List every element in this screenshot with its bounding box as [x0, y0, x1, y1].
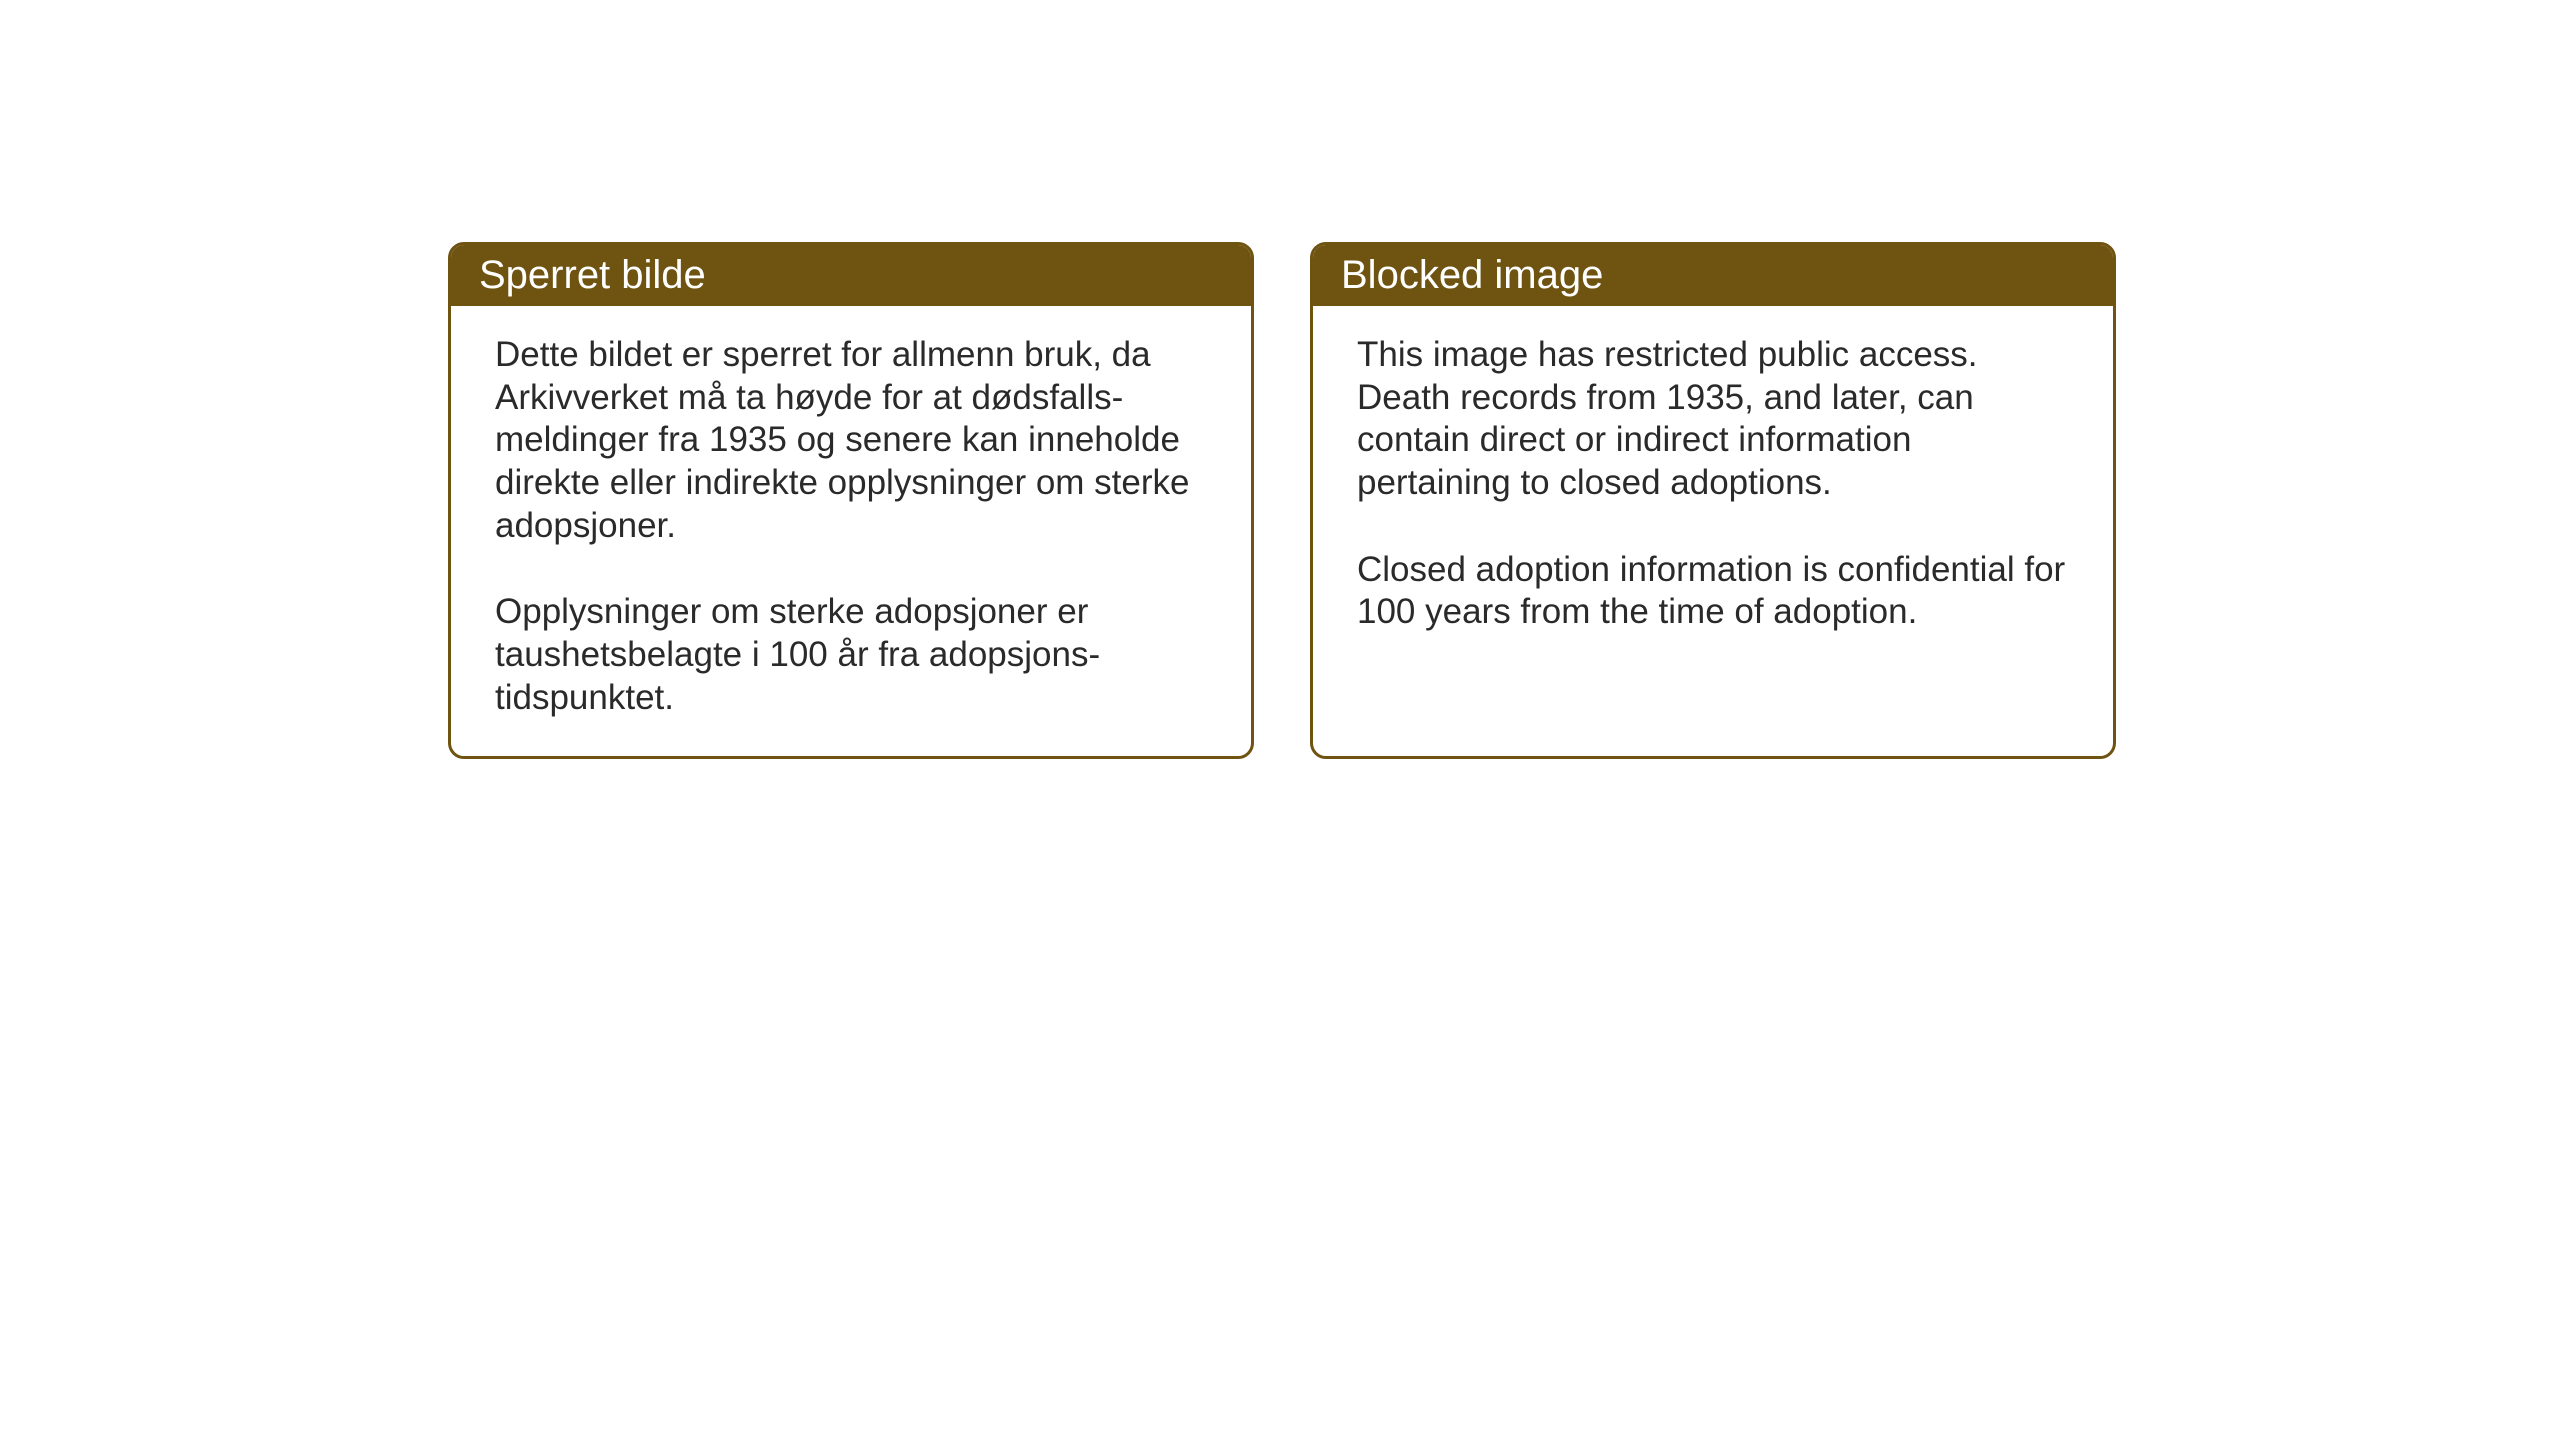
notice-paragraph-1-norwegian: Dette bildet er sperret for allmenn bruk… [495, 334, 1207, 547]
notice-header-english: Blocked image [1313, 245, 2113, 306]
notices-container: Sperret bilde Dette bildet er sperret fo… [448, 242, 2116, 759]
notice-paragraph-2-norwegian: Opplysninger om sterke adopsjoner er tau… [495, 591, 1207, 719]
notice-title-norwegian: Sperret bilde [479, 253, 706, 297]
notice-body-english: This image has restricted public access.… [1313, 306, 2113, 670]
notice-box-norwegian: Sperret bilde Dette bildet er sperret fo… [448, 242, 1254, 759]
notice-box-english: Blocked image This image has restricted … [1310, 242, 2116, 759]
notice-paragraph-1-english: This image has restricted public access.… [1357, 334, 2069, 505]
notice-header-norwegian: Sperret bilde [451, 245, 1251, 306]
notice-paragraph-2-english: Closed adoption information is confident… [1357, 549, 2069, 634]
notice-body-norwegian: Dette bildet er sperret for allmenn bruk… [451, 306, 1251, 756]
notice-title-english: Blocked image [1341, 253, 1603, 297]
